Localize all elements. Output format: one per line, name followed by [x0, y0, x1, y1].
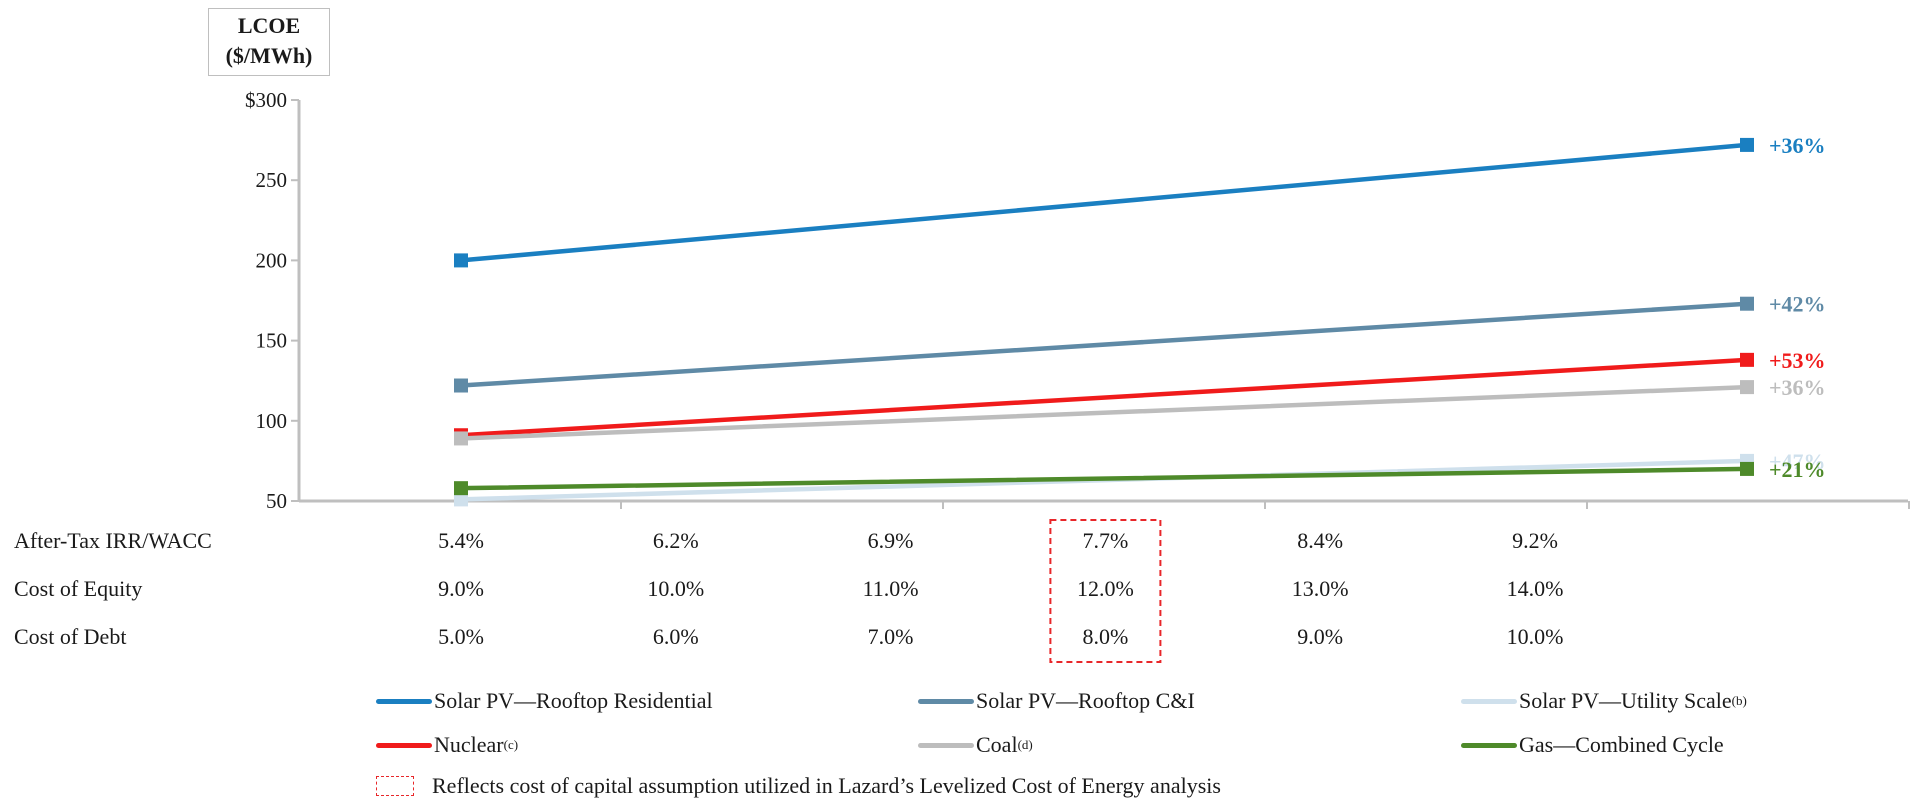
- legend-swatch: [918, 742, 974, 748]
- series-change-label: +21%: [1769, 457, 1826, 482]
- y-tick-label: $300: [245, 88, 287, 112]
- table-cell: 10.0%: [647, 576, 704, 601]
- series-line: [458, 384, 1750, 441]
- series-line: [458, 357, 1750, 438]
- series-start-marker: [454, 481, 468, 496]
- table-cell: 12.0%: [1077, 576, 1134, 601]
- y-tick-label: 250: [256, 168, 288, 192]
- table-cell: 6.2%: [653, 528, 699, 553]
- table-cell: 8.4%: [1297, 528, 1343, 553]
- series-start-marker: [454, 492, 468, 507]
- highlight-note: Reflects cost of capital assumption util…: [376, 773, 1221, 799]
- legend-swatch: [1461, 742, 1517, 748]
- table-cell: 13.0%: [1292, 576, 1349, 601]
- table-cell: 14.0%: [1507, 576, 1564, 601]
- series-change-label: +42%: [1769, 292, 1826, 317]
- series-change-label: +53%: [1769, 348, 1826, 373]
- table-cell: 11.0%: [863, 576, 919, 601]
- table-cell: 7.0%: [868, 624, 914, 649]
- series-change-label: +47%: [1769, 449, 1826, 474]
- y-axis-title-line2: ($/MWh): [225, 43, 313, 68]
- series-start-marker: [454, 431, 468, 446]
- table-row-label: Cost of Equity: [14, 576, 142, 601]
- legend-swatch: [1461, 698, 1517, 704]
- legend-label: Solar PV—Rooftop C&I: [976, 688, 1195, 713]
- series-start-marker: [454, 378, 468, 393]
- table-row-label: Cost of Debt: [14, 624, 126, 649]
- dashed-box-icon: [376, 776, 414, 796]
- series-change-label: +36%: [1769, 133, 1826, 158]
- table-cell: 5.4%: [438, 528, 484, 553]
- y-tick-label: 200: [256, 248, 288, 272]
- series-line: [458, 142, 1750, 263]
- legend-label: Solar PV—Utility Scale: [1519, 688, 1732, 713]
- y-tick-label: 100: [256, 409, 288, 433]
- legend-label: Solar PV—Rooftop Residential: [434, 688, 713, 713]
- highlight-note-text: Reflects cost of capital assumption util…: [432, 773, 1221, 798]
- legend-item: Solar PV—Utility Scale (b): [1461, 688, 1747, 714]
- table-cell: 9.0%: [1297, 624, 1343, 649]
- legend-swatch: [918, 698, 974, 704]
- series-end-marker: [1740, 461, 1754, 476]
- series-line: [458, 301, 1750, 388]
- legend-label: Coal: [976, 732, 1018, 757]
- y-axis-title: LCOE ($/MWh): [208, 8, 330, 76]
- legend-item: Solar PV—Rooftop Residential: [376, 688, 713, 714]
- legend-label: Nuclear: [434, 732, 504, 757]
- table-row-label: After-Tax IRR/WACC: [14, 528, 212, 553]
- table-cell: 6.9%: [868, 528, 914, 553]
- table-cell: 7.7%: [1082, 528, 1128, 553]
- legend-swatch: [376, 698, 432, 704]
- legend-item: Coal (d): [918, 732, 1033, 758]
- table-cell: 10.0%: [1507, 624, 1564, 649]
- table-cell: 6.0%: [653, 624, 699, 649]
- highlight-box: [1049, 519, 1162, 663]
- legend-label: Gas—Combined Cycle: [1519, 732, 1724, 757]
- legend-item: Gas—Combined Cycle: [1461, 732, 1724, 758]
- table-cell: 5.0%: [438, 624, 484, 649]
- legend-item: Solar PV—Rooftop C&I: [918, 688, 1195, 714]
- y-axis-title-line1: LCOE: [237, 13, 301, 38]
- series-end-marker: [1740, 352, 1754, 367]
- series-start-marker: [454, 253, 468, 268]
- legend-item: Nuclear (c): [376, 732, 518, 758]
- legend-swatch: [376, 742, 432, 748]
- series-end-marker: [1740, 137, 1754, 152]
- y-tick-label: 50: [266, 489, 287, 513]
- table-cell: 9.0%: [438, 576, 484, 601]
- table-cell: 8.0%: [1082, 624, 1128, 649]
- y-tick-label: 150: [256, 329, 288, 353]
- series-change-label: +36%: [1769, 375, 1826, 400]
- series-end-marker: [1740, 380, 1754, 395]
- series-end-marker: [1740, 296, 1754, 311]
- table-cell: 9.2%: [1512, 528, 1558, 553]
- series-line: [458, 466, 1750, 491]
